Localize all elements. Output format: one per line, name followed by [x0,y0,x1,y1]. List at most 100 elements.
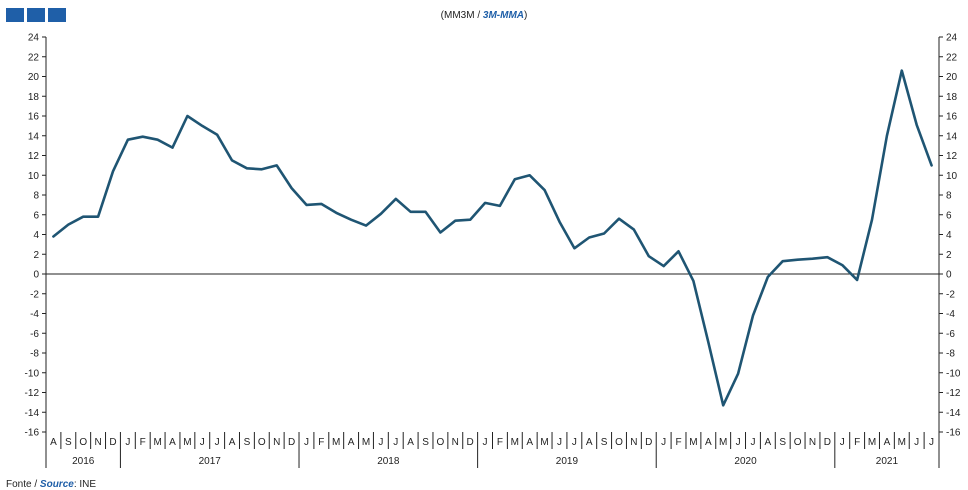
y-tick-label-right: 18 [946,92,958,103]
month-tick-label: D [645,437,652,448]
source-separator: / [34,479,38,490]
month-tick-label: S [65,437,72,448]
month-tick-label: N [809,437,816,448]
y-tick-label-right: 14 [946,131,958,142]
month-tick-label: J [483,437,488,448]
month-tick-label: D [824,437,831,448]
y-tick-label-right: 24 [946,33,958,44]
month-tick-label: A [765,437,772,448]
month-tick-label: N [452,437,459,448]
month-tick-label: S [422,437,429,448]
month-tick-label: M [362,437,370,448]
chart-unit-label: (MM3M / 3M-MMA) [0,10,968,21]
month-tick-label: O [615,437,623,448]
unit-separator: / [477,10,481,21]
month-tick-label: J [736,437,741,448]
y-tick-label-left: -4 [30,309,39,320]
month-tick-label: A [407,437,414,448]
month-tick-label: D [467,437,474,448]
month-tick-label: F [497,437,503,448]
year-label: 2020 [734,456,757,467]
month-tick-label: D [288,437,295,448]
month-tick-label: J [661,437,666,448]
unit-en: 3M-MMA [482,10,524,21]
y-tick-label-left: 2 [33,250,39,261]
y-tick-label-left: -12 [25,388,40,399]
y-tick-label-left: 14 [28,131,40,142]
month-tick-label: A [526,437,533,448]
month-tick-label: A [705,437,712,448]
y-tick-label-right: 20 [946,72,958,83]
source-colon: : [73,479,77,490]
month-tick-label: J [200,437,205,448]
month-tick-label: J [914,437,919,448]
year-label: 2021 [876,456,899,467]
month-tick-label: S [779,437,786,448]
month-tick-label: S [244,437,251,448]
source-value: INE [79,479,97,490]
y-tick-label-left: -16 [25,428,40,439]
month-tick-label: J [304,437,309,448]
month-tick-label: J [557,437,562,448]
month-tick-label: M [898,437,906,448]
y-tick-label-left: 24 [28,33,40,44]
month-tick-label: M [540,437,548,448]
y-tick-label-right: 4 [946,230,952,241]
month-tick-label: J [840,437,845,448]
month-tick-label: M [689,437,697,448]
month-tick-label: M [868,437,876,448]
month-tick-label: J [393,437,398,448]
month-tick-label: F [675,437,681,448]
y-tick-label-right: 8 [946,191,952,202]
month-tick-label: J [929,437,934,448]
month-tick-label: M [511,437,519,448]
y-tick-label-left: 6 [33,210,39,221]
month-tick-label: J [215,437,220,448]
year-label: 2016 [72,456,95,467]
y-tick-label-left: -8 [30,349,39,360]
y-tick-label-right: 0 [946,270,952,281]
month-tick-label: J [125,437,130,448]
unit-pt: (MM3M [440,10,475,21]
y-tick-label-right: 6 [946,210,952,221]
y-tick-label-left: 10 [28,171,40,182]
month-tick-label: A [348,437,355,448]
y-tick-label-right: 22 [946,52,958,63]
month-tick-label: M [719,437,727,448]
month-tick-label: J [750,437,755,448]
month-tick-label: M [183,437,191,448]
y-tick-label-left: 8 [33,191,39,202]
month-tick-label: S [601,437,608,448]
month-tick-label: O [794,437,802,448]
month-tick-label: M [153,437,161,448]
y-tick-label-right: 10 [946,171,958,182]
y-tick-label-left: 16 [28,112,40,123]
month-tick-label: F [140,437,146,448]
source-label-en: Source [39,479,74,490]
month-tick-label: N [630,437,637,448]
y-tick-label-right: 16 [946,112,958,123]
y-tick-label-left: 18 [28,92,40,103]
month-tick-label: M [332,437,340,448]
month-tick-label: F [854,437,860,448]
y-tick-label-right: -10 [946,368,961,379]
y-tick-label-left: -2 [30,289,39,300]
y-tick-label-right: -8 [946,349,955,360]
month-tick-label: J [572,437,577,448]
month-tick-label: D [109,437,116,448]
month-tick-label: N [273,437,280,448]
y-tick-label-right: -6 [946,329,955,340]
month-tick-label: A [50,437,57,448]
source-label-pt: Fonte [6,479,32,490]
month-tick-label: O [258,437,266,448]
month-tick-label: J [378,437,383,448]
y-tick-label-left: 22 [28,52,40,63]
y-tick-label-right: -16 [946,428,961,439]
y-tick-label-left: 20 [28,72,40,83]
y-tick-label-left: 12 [28,151,40,162]
y-tick-label-left: -6 [30,329,39,340]
unit-close-paren: ) [524,10,528,21]
y-tick-label-right: 12 [946,151,958,162]
y-tick-label-right: -4 [946,309,955,320]
